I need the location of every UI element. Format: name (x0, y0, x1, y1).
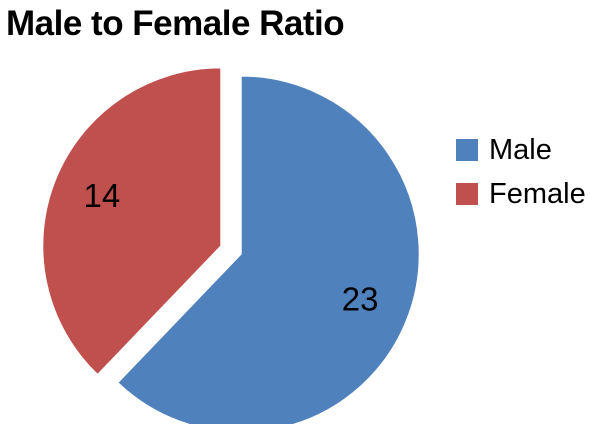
data-label-male: 23 (342, 281, 379, 318)
data-label-female: 14 (84, 177, 121, 214)
chart-legend: Male Female (456, 128, 586, 216)
legend-label-female: Female (489, 177, 586, 210)
legend-swatch-female (456, 183, 478, 205)
legend-item-male: Male (456, 128, 586, 172)
legend-item-female: Female (456, 172, 586, 216)
legend-swatch-male (456, 139, 478, 161)
chart-title: Male to Female Ratio (6, 4, 345, 43)
legend-label-male: Male (489, 133, 552, 166)
pie-slice-female (42, 67, 222, 376)
pie-slice-male (117, 75, 420, 424)
